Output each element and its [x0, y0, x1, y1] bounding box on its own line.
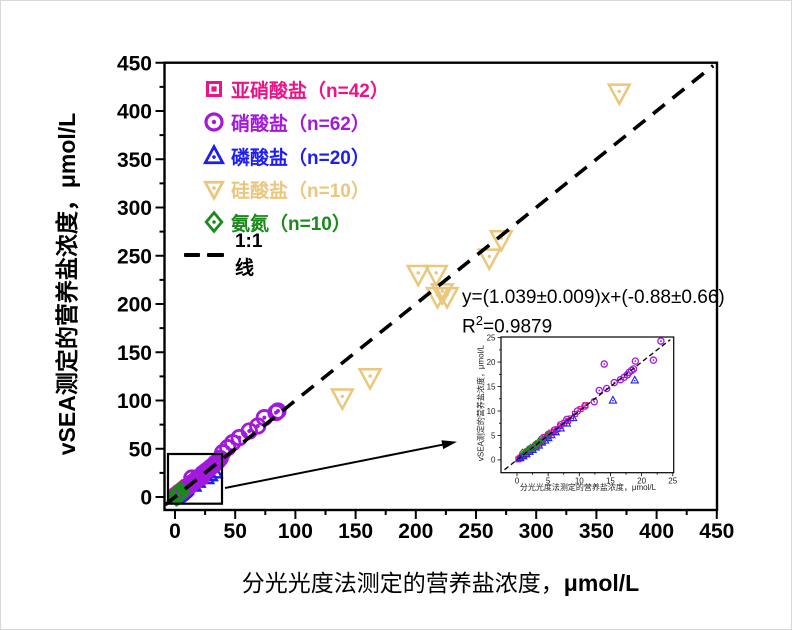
- inset-y-tick-label: 25: [487, 333, 496, 342]
- fit-r-squared: R2=0.9879: [462, 313, 553, 338]
- x-axis-label-text: 分光光度法测定的营养盐浓度，: [241, 571, 564, 596]
- inset-y-tick-label: 5: [491, 431, 496, 440]
- inset-x-tick-label: 0: [515, 477, 520, 486]
- x-tick-label: 450: [699, 520, 734, 543]
- x-tick-label: 250: [458, 520, 493, 543]
- one-to-one-line: [164, 64, 715, 507]
- legend-item-nitrate: 硝酸盐（n=62）: [197, 108, 370, 136]
- y-tick-label: 200: [117, 294, 152, 317]
- x-tick-label: 200: [398, 520, 433, 543]
- inset-series-ammonia: [518, 430, 552, 457]
- silicate-triangle-down-icon: [197, 176, 231, 202]
- x-tick-label: 50: [224, 520, 247, 543]
- y-tick-label: 350: [117, 149, 152, 172]
- y-tick-label: 0: [140, 487, 152, 510]
- inset-one-to-one-line: [504, 339, 671, 471]
- x-tick-label: 0: [169, 520, 181, 543]
- nitrite-square-icon: [197, 76, 231, 102]
- fit-equation-line1: y=(1.039±0.009)x+(-0.88±0.66): [462, 287, 725, 308]
- legend-item-ammonia: 氨氮（n=10）: [197, 208, 351, 236]
- y-tick-label: 250: [117, 245, 152, 268]
- legend-item-nitrite: 亚硝酸盐（n=42）: [197, 75, 389, 103]
- nitrate-circle-icon: [197, 109, 231, 135]
- y-axis-label: vSEA测定的营养盐浓度，μmol/L: [54, 112, 80, 456]
- zoom-arrow-head-icon: [441, 440, 457, 450]
- legend-label-ammonia: 氨氮（n=10）: [231, 213, 351, 235]
- legend-label-one-to-one: 1:1线: [234, 230, 263, 279]
- legend-label-nitrite: 亚硝酸盐（n=42）: [231, 80, 389, 102]
- inset-y-tick-label: 0: [491, 456, 496, 465]
- inset-x-tick-label: 25: [668, 477, 677, 486]
- x-tick-label: 300: [519, 520, 554, 543]
- inset-y-tick-label: 20: [487, 358, 496, 367]
- x-tick-label: 100: [278, 520, 313, 543]
- ammonia-diamond-icon: [197, 209, 231, 235]
- series-silicate: [329, 83, 632, 412]
- legend-label-phosphate: 磷酸盐（n=20）: [231, 147, 370, 169]
- inset-y-tick-label: 15: [487, 382, 496, 391]
- dash-icon: [184, 253, 201, 257]
- zoom-arrow: [224, 442, 448, 489]
- phosphate-triangle-icon: [197, 143, 231, 169]
- inset-x-tick-label: 15: [606, 477, 615, 486]
- y-tick-label: 450: [117, 52, 152, 75]
- legend-label-nitrate: 硝酸盐（n=62）: [231, 113, 370, 135]
- x-axis-unit: μmol/L: [563, 570, 640, 596]
- inset-x-tick-label: 20: [637, 477, 646, 486]
- legend-item-silicate: 硅酸盐（n=10）: [197, 175, 370, 203]
- x-tick-label: 350: [579, 520, 614, 543]
- inset-x-tick-label: 5: [546, 477, 551, 486]
- y-tick-label: 400: [117, 101, 152, 124]
- dash-icon: [207, 253, 224, 257]
- legend-item-one-to-one-line: 1:1线: [184, 231, 271, 279]
- inset-x-axis-label: 分光光度法测定的营养盐浓度，μmol/L: [519, 483, 657, 492]
- y-tick-label: 100: [117, 390, 152, 413]
- plot-frame: [163, 61, 719, 512]
- axis-ticks: 0050501001001501502002002502503003003503…: [117, 52, 734, 543]
- x-axis-label: 分光光度法测定的营养盐浓度，μmol/L: [164, 564, 717, 598]
- zoom-box: [166, 452, 224, 505]
- fit-equation: y=(1.039±0.009)x+(-0.88±0.66) R2=0.9879: [462, 286, 725, 338]
- legend-label-silicate: 硅酸盐（n=10）: [231, 180, 370, 202]
- y-tick-label: 150: [117, 342, 152, 365]
- inset-y-axis-label: vSEA测定的营养盐浓度，μmol/L: [476, 344, 486, 462]
- y-tick-label: 50: [129, 438, 152, 461]
- inset-x-tick-label: 10: [575, 477, 584, 486]
- inset-plot: 0 0 5 5 10 10 15 15 20 20 25 25: [487, 333, 678, 485]
- inset-y-tick-label: 10: [487, 407, 496, 416]
- x-tick-label: 150: [338, 520, 373, 543]
- legend-item-phosphate: 磷酸盐（n=20）: [197, 142, 370, 170]
- x-tick-label: 400: [639, 520, 674, 543]
- y-tick-label: 300: [117, 197, 152, 220]
